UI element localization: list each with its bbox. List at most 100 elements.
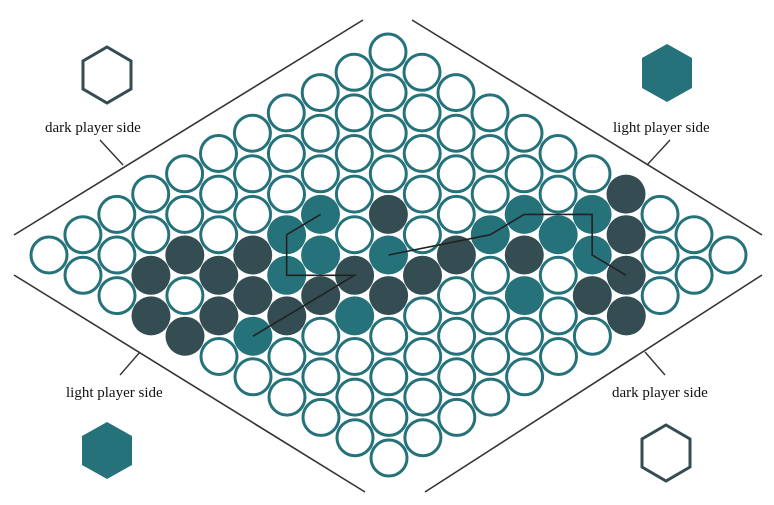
empty-cell[interactable] (266, 93, 306, 133)
light-stone[interactable] (538, 215, 578, 255)
empty-cell[interactable] (640, 194, 680, 234)
empty-cell[interactable] (29, 235, 69, 275)
dark-stone[interactable] (233, 276, 273, 316)
empty-cell[interactable] (334, 174, 374, 214)
dark-stone[interactable] (199, 255, 239, 295)
empty-cell[interactable] (640, 276, 680, 316)
empty-cell[interactable] (233, 357, 273, 397)
empty-cell[interactable] (471, 337, 511, 376)
empty-cell[interactable] (504, 113, 544, 153)
empty-cell[interactable] (335, 337, 375, 376)
empty-cell[interactable] (97, 276, 137, 316)
empty-cell[interactable] (437, 357, 477, 397)
empty-cell[interactable] (436, 113, 476, 153)
empty-cell[interactable] (199, 215, 239, 255)
empty-cell[interactable] (470, 255, 510, 295)
empty-cell[interactable] (368, 154, 408, 194)
empty-cell[interactable] (199, 337, 239, 376)
dark-stone[interactable] (131, 296, 171, 336)
light-stone[interactable] (504, 276, 544, 316)
dark-stone[interactable] (606, 174, 646, 214)
empty-cell[interactable] (402, 215, 442, 255)
empty-cell[interactable] (470, 174, 510, 214)
empty-cell[interactable] (470, 93, 510, 133)
empty-cell[interactable] (539, 337, 578, 376)
empty-cell[interactable] (403, 337, 443, 376)
empty-cell[interactable] (402, 134, 442, 173)
empty-cell[interactable] (267, 377, 307, 417)
empty-cell[interactable] (334, 134, 374, 173)
empty-cell[interactable] (471, 377, 511, 417)
empty-cell[interactable] (505, 357, 545, 397)
empty-cell[interactable] (63, 215, 103, 255)
empty-cell[interactable] (369, 397, 409, 437)
empty-cell[interactable] (266, 134, 306, 173)
empty-cell[interactable] (470, 134, 510, 173)
empty-cell[interactable] (504, 154, 544, 194)
empty-cell[interactable] (538, 174, 578, 214)
dark-stone[interactable] (368, 194, 408, 234)
empty-cell[interactable] (403, 377, 443, 417)
dark-stone[interactable] (572, 276, 612, 316)
dark-stone[interactable] (606, 296, 646, 336)
empty-cell[interactable] (334, 93, 374, 133)
empty-cell[interactable] (368, 73, 408, 113)
empty-cell[interactable] (199, 134, 238, 173)
empty-cell[interactable] (334, 52, 374, 92)
empty-cell[interactable] (97, 194, 137, 234)
empty-cell[interactable] (267, 337, 307, 376)
empty-cell[interactable] (131, 174, 171, 214)
dark-stone[interactable] (165, 316, 205, 356)
empty-cell[interactable] (436, 73, 476, 113)
empty-cell[interactable] (437, 276, 476, 316)
empty-cell[interactable] (335, 215, 374, 255)
dark-stone[interactable] (233, 235, 273, 275)
empty-cell[interactable] (436, 154, 476, 194)
empty-cell[interactable] (335, 418, 375, 458)
empty-cell[interactable] (402, 174, 442, 214)
empty-cell[interactable] (471, 296, 510, 336)
empty-cell[interactable] (199, 174, 239, 214)
dark-stone[interactable] (606, 215, 646, 255)
empty-cell[interactable] (300, 73, 340, 113)
empty-cell[interactable] (369, 357, 409, 397)
empty-cell[interactable] (97, 235, 137, 275)
empty-cell[interactable] (300, 154, 340, 194)
dark-stone[interactable] (131, 255, 171, 295)
light-stone[interactable] (301, 235, 341, 275)
empty-cell[interactable] (572, 316, 612, 356)
empty-cell[interactable] (538, 296, 578, 336)
empty-cell[interactable] (538, 255, 578, 295)
empty-cell[interactable] (403, 418, 443, 458)
empty-cell[interactable] (674, 215, 714, 255)
empty-cell[interactable] (232, 113, 272, 153)
dark-stone[interactable] (504, 235, 544, 275)
empty-cell[interactable] (368, 32, 408, 72)
dark-stone[interactable] (165, 235, 205, 275)
empty-cell[interactable] (437, 316, 477, 356)
dark-stone[interactable] (199, 296, 239, 336)
empty-cell[interactable] (436, 194, 476, 234)
empty-cell[interactable] (368, 113, 408, 153)
empty-cell[interactable] (267, 174, 306, 214)
empty-cell[interactable] (165, 194, 205, 234)
empty-cell[interactable] (403, 296, 443, 336)
empty-cell[interactable] (505, 316, 544, 356)
empty-cell[interactable] (369, 438, 409, 478)
empty-cell[interactable] (369, 316, 409, 356)
empty-cell[interactable] (538, 134, 578, 173)
empty-cell[interactable] (301, 316, 341, 356)
light-stone[interactable] (335, 296, 375, 336)
empty-cell[interactable] (572, 154, 612, 194)
empty-cell[interactable] (402, 93, 442, 133)
empty-cell[interactable] (233, 154, 272, 194)
dark-stone[interactable] (369, 276, 409, 316)
empty-cell[interactable] (165, 154, 205, 194)
empty-cell[interactable] (131, 215, 171, 255)
dark-stone[interactable] (403, 255, 442, 295)
empty-cell[interactable] (301, 397, 341, 437)
empty-cell[interactable] (335, 377, 375, 417)
empty-cell[interactable] (300, 113, 340, 153)
empty-cell[interactable] (437, 397, 477, 437)
empty-cell[interactable] (640, 235, 680, 275)
